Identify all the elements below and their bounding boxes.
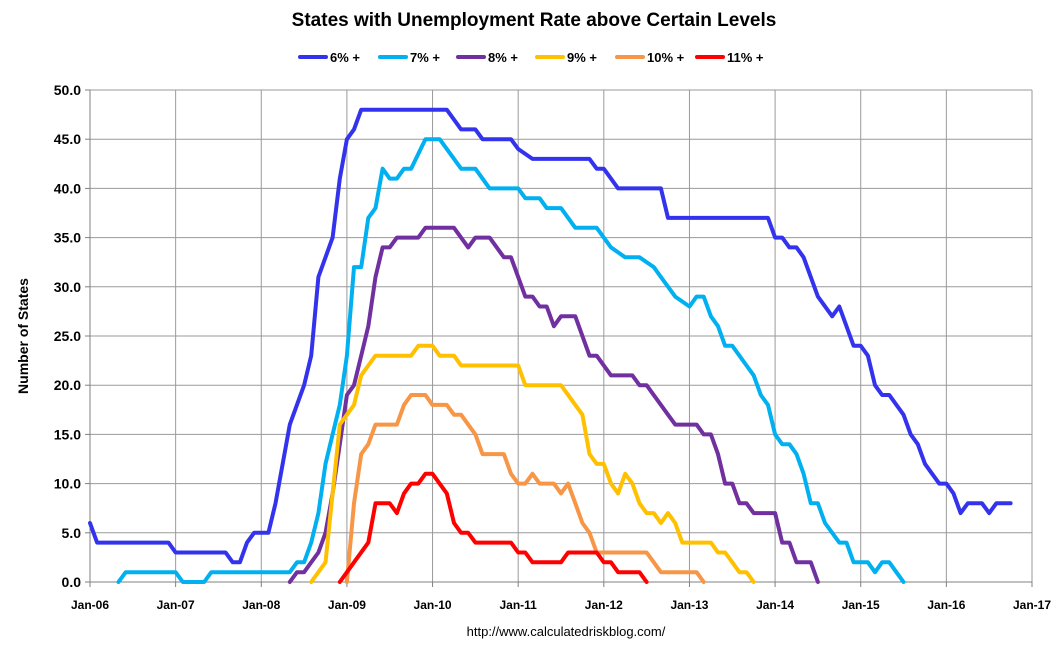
- series-line-3: [287, 225, 820, 584]
- x-tick-label-0: Jan-06: [71, 598, 109, 612]
- y-tick-label-10: 50.0: [54, 82, 81, 98]
- x-tick-label-4: Jan-10: [414, 598, 452, 612]
- x-tick-label-3: Jan-09: [328, 598, 366, 612]
- x-tick-label-6: Jan-12: [585, 598, 623, 612]
- series-line-6: [337, 471, 649, 584]
- y-tick-label-7: 35.0: [54, 230, 81, 246]
- y-axis-label: Number of States: [15, 278, 31, 394]
- y-tick-label-6: 30.0: [54, 279, 81, 295]
- x-tick-label-10: Jan-16: [927, 598, 965, 612]
- y-tick-label-0: 0.0: [62, 574, 82, 590]
- x-axis-ticks: Jan-06 Jan-07 Jan-08 Jan-09 Jan-10 Jan-11 Jan-…: [71, 582, 1051, 612]
- legend-label-3: 8% +: [488, 50, 518, 65]
- y-tick-label-4: 20.0: [54, 377, 81, 393]
- chart-title: States with Unemployment Rate above Cert…: [292, 10, 777, 31]
- series-line-4: [309, 343, 756, 584]
- y-tick-label-8: 40.0: [54, 180, 81, 196]
- x-tick-label-7: Jan-13: [670, 598, 708, 612]
- x-tick-label-1: Jan-07: [157, 598, 195, 612]
- series-line-5: [344, 393, 706, 584]
- series-line-2: [116, 137, 906, 584]
- x-tick-label-2: Jan-08: [242, 598, 280, 612]
- y-tick-label-1: 5.0: [62, 525, 82, 541]
- legend-label-5: 10% +: [647, 50, 685, 65]
- legend-label-1: 6% +: [330, 50, 360, 65]
- legend: 6% + 7% + 8% + 9% + 10% + 11% +: [298, 50, 764, 65]
- y-axis-ticks: 0.0 5.0 10.0 15.0 20.0 25.0 30.0 35.0 40.0 45.0 50…: [54, 82, 90, 590]
- y-tick-label-5: 25.0: [54, 328, 81, 344]
- legend-label-4: 9% +: [567, 50, 597, 65]
- y-tick-label-2: 10.0: [54, 476, 81, 492]
- y-tick-label-3: 15.0: [54, 426, 81, 442]
- legend-label-6: 11% +: [727, 50, 764, 65]
- source-url: http://www.calculatedriskblog.com/: [467, 624, 666, 639]
- x-tick-label-11: Jan-17: [1013, 598, 1051, 612]
- x-tick-label-5: Jan-11: [500, 598, 538, 612]
- gridlines: [89, 89, 1033, 583]
- x-tick-label-9: Jan-15: [842, 598, 880, 612]
- x-tick-label-8: Jan-14: [756, 598, 794, 612]
- series-line-1: [88, 107, 1013, 565]
- legend-label-2: 7% +: [410, 50, 440, 65]
- series-lines: [88, 107, 1013, 584]
- y-tick-label-9: 45.0: [54, 131, 81, 147]
